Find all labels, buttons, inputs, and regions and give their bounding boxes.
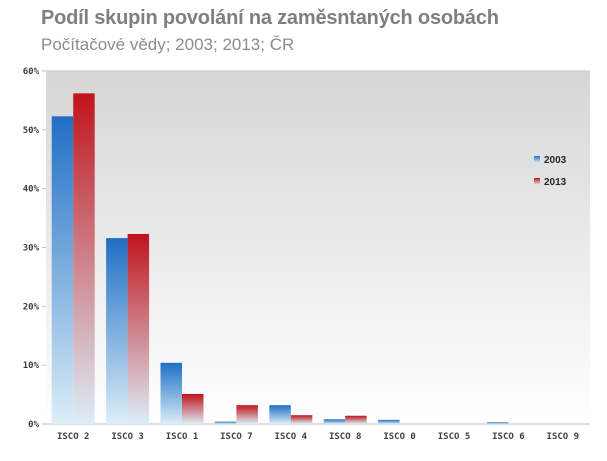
y-tick-label: 60%	[23, 67, 40, 77]
bar-2003-isco-3	[106, 238, 128, 424]
x-tick-label: ISCO 8	[329, 432, 362, 442]
x-tick-label: ISCO 3	[111, 432, 144, 442]
bars	[51, 93, 509, 425]
y-tick-label: 50%	[23, 126, 40, 136]
bar-2013-isco-3	[127, 233, 150, 424]
legend-label: 2013	[544, 177, 567, 188]
bar-2013-isco-7	[236, 405, 258, 424]
chart-subtitle: Počítačové vědy; 2003; 2013; ČR	[41, 35, 295, 54]
legend-label: 2003	[544, 155, 567, 166]
x-tick-label: ISCO 1	[166, 432, 199, 442]
y-tick-label: 10%	[23, 361, 40, 371]
y-tick-label: 40%	[23, 185, 40, 195]
bar-2003-isco-7	[214, 421, 237, 424]
bar-2013-isco-2	[73, 93, 95, 425]
x-tick-label: ISCO 7	[220, 432, 253, 442]
x-tick-label: ISCO 0	[383, 432, 416, 442]
legend: 2003 2013	[534, 155, 567, 188]
y-tick-label: 30%	[23, 244, 40, 254]
bar-2013-isco-1	[182, 393, 204, 424]
bar-2013-isco-8	[345, 415, 367, 424]
x-axis: ISCO 2 ISCO 3 ISCO 1 ISCO 7 ISCO 4 ISCO 8 ISCO…	[57, 432, 579, 442]
bar-2013-isco-4	[290, 415, 313, 424]
y-tick-label: 20%	[23, 302, 40, 312]
y-tick-label: 0%	[28, 420, 39, 430]
x-tick-label: ISCO 5	[438, 432, 471, 442]
x-tick-label: ISCO 6	[492, 432, 525, 442]
x-tick-label: ISCO 2	[57, 432, 90, 442]
x-tick-label: ISCO 9	[547, 432, 580, 442]
bar-2003-isco-2	[51, 116, 74, 424]
bar-2003-isco-8	[323, 419, 346, 424]
legend-swatch	[534, 178, 540, 185]
x-tick-label: ISCO 4	[275, 432, 308, 442]
chart-title: Podíl skupin povolání na zaměsntaných os…	[41, 7, 499, 29]
legend-swatch	[534, 156, 540, 163]
bar-2003-isco-6	[486, 422, 509, 424]
bar-2003-isco-4	[269, 405, 291, 424]
y-axis: 0% 10% 20% 30% 40% 50% 60%	[23, 67, 590, 430]
bar-2003-isco-0	[378, 419, 400, 424]
bar-2003-isco-1	[160, 362, 182, 424]
